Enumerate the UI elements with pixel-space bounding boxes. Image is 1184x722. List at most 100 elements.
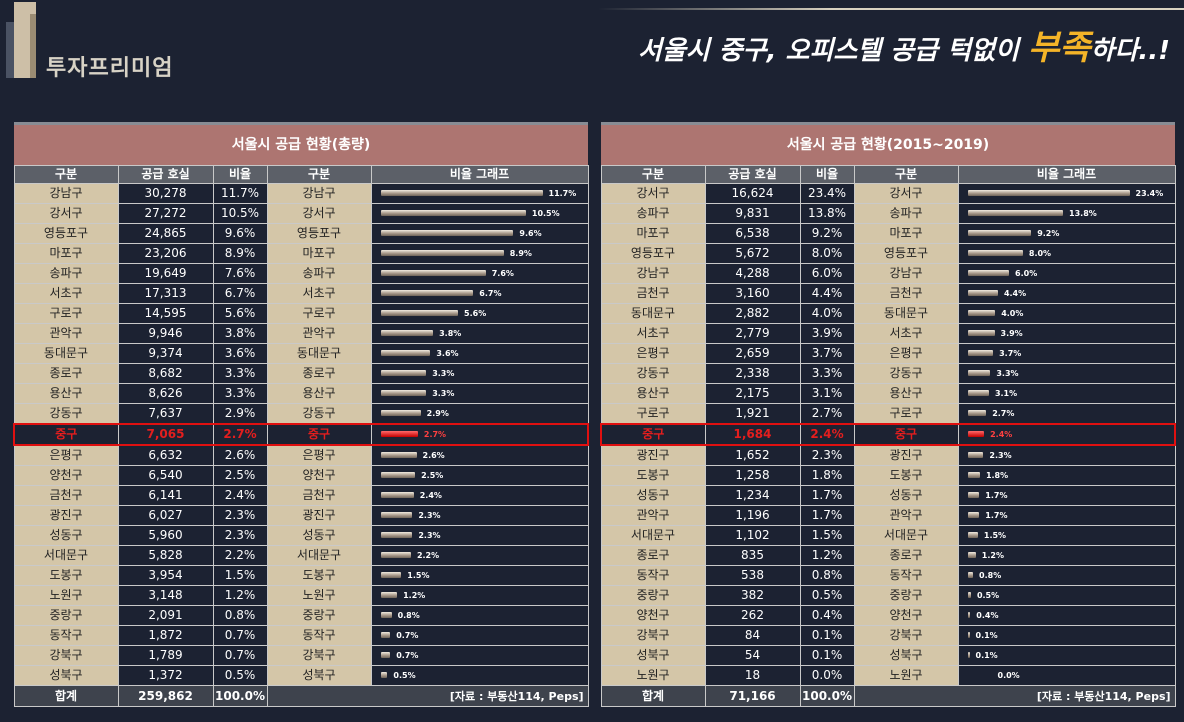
- ratio-bar-label: 3.3%: [432, 369, 455, 378]
- ratio-bar-label: 3.7%: [999, 349, 1022, 358]
- ratio-bar-label: 4.4%: [1003, 289, 1027, 298]
- supply-ratio: 0.0%: [799, 665, 855, 686]
- supply-ratio: 7.6%: [212, 263, 268, 284]
- total-pct: 100.0%: [212, 685, 268, 707]
- district-name: 영등포구: [600, 243, 706, 264]
- supply-ratio: 0.7%: [212, 645, 268, 666]
- supply-ratio: 0.8%: [212, 605, 268, 626]
- supply-ratio: 1.7%: [799, 505, 855, 526]
- district-name: 강북구: [853, 625, 959, 646]
- ratio-bar-label: 2.4%: [419, 491, 442, 500]
- supply-units: 6,632: [117, 444, 214, 466]
- table-row: 중구 1,684 2.4% 중구 2.4%: [600, 423, 1177, 446]
- district-name: 구로구: [13, 303, 119, 324]
- ratio-bar: [967, 492, 980, 498]
- ratio-graph-cell: 0.4%: [957, 605, 1176, 626]
- ratio-bar: [967, 330, 995, 336]
- ratio-bar: [967, 472, 980, 478]
- district-name: 서초구: [13, 283, 119, 304]
- district-name: 성북구: [853, 645, 959, 666]
- col-header-district: 구분: [600, 165, 706, 184]
- ratio-graph-cell: 2.3%: [957, 444, 1176, 466]
- supply-units: 6,538: [704, 223, 801, 244]
- ratio-bar: [967, 370, 991, 376]
- ratio-graph-cell: 0.8%: [957, 565, 1176, 586]
- supply-ratio: 8.9%: [212, 243, 268, 264]
- supply-table-total: 서울시 공급 현황(총량) 구분 공급 호실 비율 구분 비율 그래프 강남구 3…: [13, 122, 590, 707]
- supply-ratio: 9.6%: [212, 223, 268, 244]
- district-name: 동대문구: [600, 303, 706, 324]
- supply-units: 2,091: [117, 605, 214, 626]
- table-row: 관악구 1,196 1.7% 관악구 1.7%: [600, 505, 1176, 526]
- ratio-graph-cell: 3.3%: [370, 363, 589, 384]
- supply-ratio: 0.1%: [799, 625, 855, 646]
- table-row: 마포구 6,538 9.2% 마포구 9.2%: [600, 223, 1176, 244]
- district-name: 강남구: [13, 183, 119, 204]
- district-name: 중구: [266, 423, 372, 446]
- district-name: 강서구: [266, 203, 372, 224]
- district-name: 종로구: [600, 545, 706, 566]
- ratio-bar-label: 8.0%: [1028, 249, 1052, 258]
- district-name: 관악구: [266, 323, 372, 344]
- supply-ratio: 3.1%: [799, 383, 855, 404]
- logo-bar-shade: [30, 14, 36, 78]
- ratio-bar: [380, 410, 421, 416]
- ratio-bar-label: 10.5%: [531, 209, 560, 218]
- ratio-bar: [967, 592, 971, 598]
- supply-units: 16,624: [704, 183, 801, 204]
- district-name: 도봉구: [266, 565, 372, 586]
- ratio-graph-cell: 0.7%: [370, 625, 589, 646]
- table-row: 종로구 8,682 3.3% 종로구 3.3%: [13, 363, 589, 384]
- headline-text-after: 하다..!: [1090, 36, 1170, 66]
- ratio-bar-label: 2.9%: [426, 409, 449, 418]
- ratio-graph-cell: 3.3%: [957, 363, 1176, 384]
- supply-units: 9,374: [117, 343, 214, 364]
- ratio-graph-cell: 1.2%: [370, 585, 589, 606]
- ratio-graph-cell: 23.4%: [957, 183, 1176, 204]
- supply-ratio: 0.5%: [799, 585, 855, 606]
- table-row: 성북구 54 0.1% 성북구 0.1%: [600, 645, 1176, 666]
- ratio-bar: [380, 672, 388, 678]
- ratio-graph-cell: 10.5%: [370, 203, 589, 224]
- district-name: 양천구: [853, 605, 959, 626]
- table-title: 서울시 공급 현황(총량): [14, 122, 589, 166]
- ratio-bar: [380, 472, 416, 478]
- district-name: 도봉구: [853, 465, 959, 486]
- supply-ratio: 3.3%: [212, 383, 268, 404]
- table-row: 동작구 1,872 0.7% 동작구 0.7%: [13, 625, 589, 646]
- supply-ratio: 1.5%: [799, 525, 855, 546]
- district-name: 동대문구: [13, 343, 119, 364]
- supply-ratio: 0.7%: [212, 625, 268, 646]
- table-row: 양천구 262 0.4% 양천구 0.4%: [600, 605, 1176, 626]
- supply-ratio: 11.7%: [212, 183, 268, 204]
- district-name: 강서구: [13, 203, 119, 224]
- supply-ratio: 2.3%: [212, 505, 268, 526]
- supply-units: 9,831: [704, 203, 801, 224]
- district-name: 노원구: [600, 665, 706, 686]
- table-row: 강동구 2,338 3.3% 강동구 3.3%: [600, 363, 1176, 384]
- table-row: 강북구 1,789 0.7% 강북구 0.7%: [13, 645, 589, 666]
- district-name: 도봉구: [13, 565, 119, 586]
- district-name: 중랑구: [853, 585, 959, 606]
- ratio-graph-cell: 2.3%: [370, 505, 589, 526]
- district-name: 금천구: [266, 485, 372, 506]
- ratio-graph-cell: 2.4%: [370, 485, 589, 506]
- table-row: 강서구 16,624 23.4% 강서구 23.4%: [600, 183, 1176, 204]
- col-header-ratio: 비율: [212, 165, 268, 184]
- ratio-bar-label: 2.4%: [990, 430, 1013, 439]
- district-name: 노원구: [853, 665, 959, 686]
- table-row: 서대문구 5,828 2.2% 서대문구 2.2%: [13, 545, 589, 566]
- table-row: 도봉구 1,258 1.8% 도봉구 1.8%: [600, 465, 1176, 486]
- ratio-bar: [380, 552, 411, 558]
- district-name: 강북구: [266, 645, 372, 666]
- supply-ratio: 8.0%: [799, 243, 855, 264]
- ratio-bar-label: 1.5%: [983, 531, 1007, 540]
- ratio-bar: [967, 390, 989, 396]
- supply-ratio: 2.6%: [212, 444, 268, 466]
- ratio-bar-label: 9.2%: [1037, 229, 1060, 238]
- ratio-graph-cell: 1.7%: [957, 485, 1176, 506]
- ratio-bar-label: 2.3%: [418, 511, 441, 520]
- district-name: 용산구: [266, 383, 372, 404]
- supply-ratio: 3.6%: [212, 343, 268, 364]
- ratio-graph-cell: 1.5%: [957, 525, 1176, 546]
